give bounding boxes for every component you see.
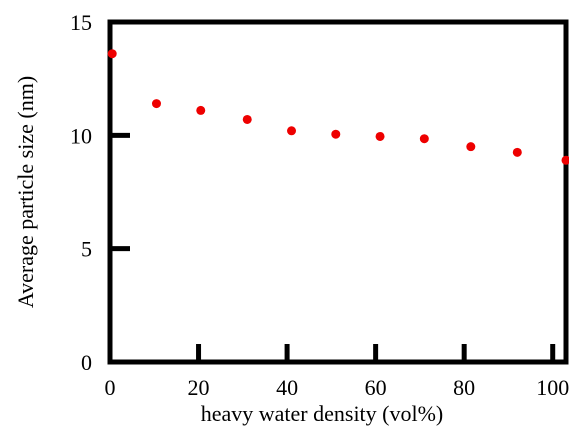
data-point-0-1 bbox=[151, 99, 161, 109]
axis-ticks bbox=[110, 132, 556, 362]
y-tick-label-0: 0 bbox=[81, 350, 92, 375]
data-point-0-9 bbox=[512, 147, 522, 157]
data-point-0-4 bbox=[287, 126, 297, 136]
x-axis-label: heavy water density (vol%) bbox=[201, 401, 444, 426]
x-tick-label-5: 100 bbox=[536, 375, 569, 400]
x-tick-label-2: 40 bbox=[276, 375, 298, 400]
y-tick-label-2: 10 bbox=[70, 123, 92, 148]
plot-frame bbox=[107, 19, 569, 365]
y-tick-label-3: 15 bbox=[70, 10, 92, 35]
data-point-0-5 bbox=[331, 129, 341, 139]
data-point-0-6 bbox=[375, 131, 385, 141]
data-point-0-2 bbox=[196, 105, 206, 115]
y-tick-label-1: 5 bbox=[81, 237, 92, 262]
x-tick-label-1: 20 bbox=[188, 375, 210, 400]
x-tick-label-4: 80 bbox=[453, 375, 475, 400]
x-tick-label-3: 60 bbox=[365, 375, 387, 400]
tick-labels: 0 20 40 60 80 100 0 5 10 15 bbox=[70, 10, 569, 400]
data-point-0-8 bbox=[466, 142, 476, 152]
data-point-0-3 bbox=[242, 114, 252, 124]
data-points bbox=[107, 49, 569, 165]
y-axis-label: Average particle size (nm) bbox=[13, 76, 38, 308]
data-point-0-7 bbox=[419, 134, 429, 144]
data-point-0-0 bbox=[107, 49, 117, 59]
data-point-0-10 bbox=[561, 155, 569, 165]
x-tick-label-0: 0 bbox=[105, 375, 116, 400]
